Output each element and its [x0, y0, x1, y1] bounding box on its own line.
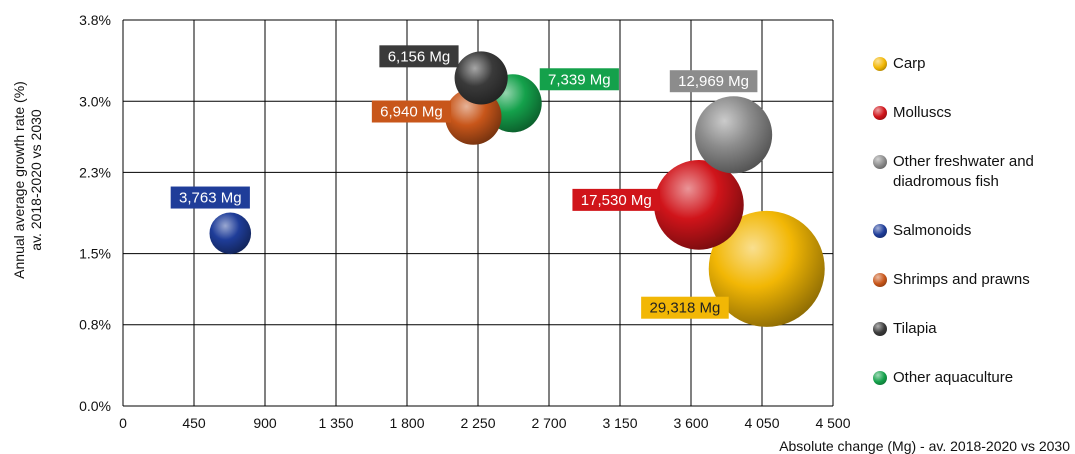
- y-tick-label: 0.8%: [79, 317, 111, 333]
- legend-swatch: [873, 273, 887, 287]
- y-tick-label: 3.8%: [79, 12, 111, 28]
- bubble-label-box: [371, 100, 452, 123]
- x-tick-label: 1 350: [318, 415, 353, 431]
- legend-swatch: [873, 224, 887, 238]
- legend-swatch: [873, 106, 887, 120]
- bubble-label-box: [379, 45, 459, 68]
- y-tick-label: 0.0%: [79, 398, 111, 414]
- x-tick-label: 900: [253, 415, 277, 431]
- x-tick-label: 3 150: [602, 415, 637, 431]
- legend-swatch: [873, 322, 887, 336]
- y-tick-label: 3.0%: [79, 93, 111, 109]
- legend-swatch: [873, 57, 887, 71]
- bubble-other-freshwater-and-diadromous-fish: [695, 96, 773, 174]
- bubble-label-text: 6,156 Mg: [388, 48, 451, 65]
- y-axis-title-line-2: av. 2018-2020 vs 2030: [28, 109, 44, 251]
- x-tick-label: 0: [119, 415, 127, 431]
- bubble-label-box: [539, 68, 619, 91]
- bubble-label: 17,530 Mg: [572, 188, 661, 211]
- legend-item: Tilapia: [873, 319, 1073, 339]
- x-tick-label: 2 250: [460, 415, 495, 431]
- x-tick-label: 4 500: [815, 415, 850, 431]
- y-axis-title-line-1: Annual average growth rate (%): [11, 81, 27, 279]
- legend-swatch: [873, 155, 887, 169]
- bubble-label: 29,318 Mg: [641, 296, 729, 319]
- y-axis-title: Annual average growth rate (%) av. 2018-…: [11, 81, 44, 279]
- legend-item: Salmonoids: [873, 221, 1073, 241]
- legend-label: Other aquaculture: [893, 369, 1014, 386]
- legend-label: Carp: [893, 55, 926, 72]
- bubble-label: 6,156 Mg: [379, 45, 459, 68]
- x-axis-title: Absolute change (Mg) - av. 2018-2020 vs …: [779, 438, 1070, 454]
- x-tick-label: 450: [182, 415, 206, 431]
- y-tick-label: 1.5%: [79, 246, 111, 262]
- x-tick-label: 1 800: [389, 415, 424, 431]
- bubble-label: 7,339 Mg: [539, 68, 619, 91]
- legend-label: Salmonoids: [893, 222, 972, 239]
- bubbles: [209, 51, 825, 327]
- x-tick-label: 4 050: [744, 415, 779, 431]
- legend: Carp Molluscs Other freshwater and diadrom…: [873, 54, 1073, 388]
- bubble-molluscs: [654, 160, 744, 250]
- axes: 0.0% 0.8% 1.5% 2.3% 3.0% 3.8% 0 450 900 1 350 1 80…: [79, 12, 851, 431]
- legend-label: Other freshwater and diadromous fish: [893, 153, 1034, 190]
- bubble-label-text: 6,940 Mg: [380, 104, 443, 121]
- bubble-labels: 29,318 Mg 17,530 Mg 12,969 Mg 3,763 Mg 6,940…: [170, 45, 758, 319]
- bubble-label-text: 29,318 Mg: [649, 300, 720, 317]
- bubble-label-box: [170, 186, 250, 209]
- bubble-label: 6,940 Mg: [371, 100, 452, 123]
- bubble-tilapia: [454, 51, 508, 105]
- bubble-carp: [708, 210, 825, 327]
- legend-item: Other aquaculture: [873, 368, 1073, 388]
- bubble-label-text: 12,969 Mg: [678, 73, 749, 90]
- legend-item: Other freshwater and diadromous fish: [873, 152, 1073, 192]
- bubble-label-text: 7,339 Mg: [548, 71, 611, 88]
- x-tick-label: 2 700: [531, 415, 566, 431]
- legend-swatch: [873, 371, 887, 385]
- bubble-label: 12,969 Mg: [669, 70, 758, 93]
- legend-label: Shrimps and prawns: [893, 271, 1030, 288]
- bubble-label-text: 17,530 Mg: [581, 192, 652, 209]
- legend-label: Tilapia: [893, 320, 937, 337]
- legend-item: Carp: [873, 54, 1073, 74]
- bubble-label-box: [669, 70, 758, 93]
- bubble-label: 3,763 Mg: [170, 186, 250, 209]
- bubble-label-box: [641, 296, 729, 319]
- x-tick-label: 3 600: [673, 415, 708, 431]
- bubble-label-text: 3,763 Mg: [179, 190, 242, 207]
- legend-item: Molluscs: [873, 103, 1073, 123]
- legend-item: Shrimps and prawns: [873, 270, 1073, 290]
- y-tick-label: 2.3%: [79, 164, 111, 180]
- bubble-salmonoids: [209, 212, 252, 255]
- bubble-label-box: [572, 188, 661, 211]
- legend-label: Molluscs: [893, 104, 952, 121]
